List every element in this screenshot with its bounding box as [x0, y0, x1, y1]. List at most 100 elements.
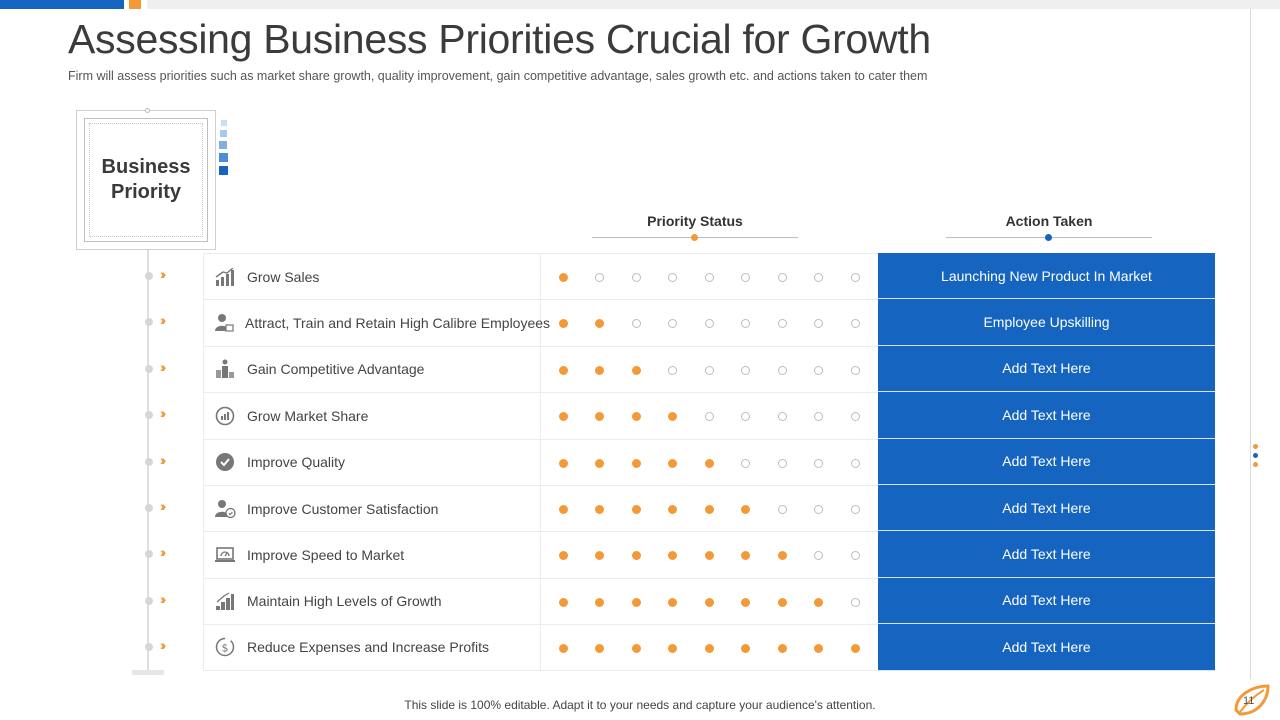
svg-text:$: $ [222, 642, 229, 655]
status-dot-filled [558, 504, 568, 514]
double-chevron-icon: ›› [160, 358, 167, 375]
status-dot-filled [595, 504, 604, 514]
status-dot-filled [631, 644, 641, 654]
status-dot-filled [777, 551, 787, 561]
priority-status-cell [541, 438, 879, 485]
status-dot-empty [850, 597, 860, 607]
business-priority-panel: Business Priority [76, 108, 216, 250]
action-text: Add Text Here [1002, 499, 1091, 516]
status-dot-empty [741, 458, 750, 468]
status-dot-empty [668, 319, 677, 329]
action-cell[interactable]: Add Text Here [878, 345, 1215, 393]
status-dot-filled [777, 597, 787, 607]
status-dot-empty [741, 365, 750, 375]
laptop-speed-icon [214, 544, 236, 566]
page-number-badge: 11 [1228, 680, 1272, 718]
action-cell[interactable]: Employee Upskilling [878, 299, 1215, 346]
status-dot-filled [558, 458, 568, 468]
priority-status-marker [691, 234, 698, 241]
status-dot-empty [814, 365, 823, 375]
status-dot-filled [595, 412, 604, 422]
priority-status-cell [541, 392, 879, 439]
double-chevron-icon: ›› [160, 405, 167, 422]
priority-cell: Improve Customer Satisfaction [203, 484, 541, 532]
right-divider [1250, 9, 1251, 679]
table-row: ›› $ Reduce Expenses and Increase Profits A… [145, 624, 1218, 671]
status-dot-empty [704, 273, 714, 282]
action-cell[interactable]: Add Text Here [878, 624, 1215, 671]
status-dot-empty [631, 273, 641, 282]
status-dot-empty [777, 504, 787, 514]
status-dot-filled [595, 551, 604, 561]
status-dot-empty [777, 319, 787, 329]
double-chevron-icon: ›› [160, 451, 167, 468]
status-dot-empty [814, 551, 823, 561]
quality-badge-icon [214, 451, 236, 473]
priority-label: Grow Sales [247, 268, 320, 285]
status-dot-empty [777, 412, 787, 422]
action-taken-header: Action Taken [1005, 213, 1093, 229]
priority-label: Attract, Train and Retain High Calibre E… [245, 315, 551, 332]
double-chevron-icon: ›› [160, 497, 167, 514]
status-dot-filled [741, 504, 750, 514]
market-share-icon [214, 405, 236, 427]
status-dot-filled [595, 644, 604, 654]
top-accent-bar [0, 0, 1280, 9]
timeline-node [145, 364, 153, 373]
status-dot-filled [631, 597, 641, 607]
table-row: ›› Maintain High Levels of Growth Add Text… [145, 577, 1218, 625]
status-dot-empty [777, 273, 787, 282]
double-chevron-icon: ›› [160, 544, 167, 561]
timeline-node [145, 411, 153, 420]
panel-inner: Business Priority [89, 123, 203, 237]
status-dot-empty [741, 273, 750, 282]
action-cell[interactable]: Add Text Here [878, 438, 1215, 485]
action-cell[interactable]: Add Text Here [878, 392, 1215, 439]
priority-cell: Grow Market Share [203, 392, 541, 439]
action-cell[interactable]: Add Text Here [878, 484, 1215, 532]
priority-label: Improve Customer Satisfaction [247, 500, 439, 517]
priority-cell: Improve Speed to Market [203, 531, 541, 578]
status-dot-filled [777, 644, 787, 654]
action-cell[interactable]: Launching New Product In Market [878, 253, 1215, 300]
timeline-node [145, 643, 153, 652]
status-dot-filled [668, 597, 677, 607]
top-bar-orange-segment [129, 0, 141, 9]
status-dot-empty [814, 319, 823, 329]
status-dot-filled [668, 551, 677, 561]
dollar-cycle-icon: $ [214, 636, 236, 658]
priority-status-cell [541, 299, 879, 346]
timeline-base [132, 670, 164, 675]
action-taken-marker [1045, 234, 1052, 241]
status-dot-filled [595, 458, 604, 468]
business-priority-label: Business Priority [101, 156, 191, 203]
status-dot-empty [704, 319, 714, 329]
priority-cell: Gain Competitive Advantage [203, 345, 541, 393]
status-dot-filled [595, 597, 604, 607]
side-decoration-dots [1253, 444, 1259, 470]
double-chevron-icon: ›› [160, 312, 167, 329]
priority-status-cell [541, 577, 879, 625]
action-text: Add Text Here [1002, 592, 1091, 609]
action-cell[interactable]: Add Text Here [878, 577, 1215, 625]
status-dot-filled [704, 458, 714, 468]
priority-status-cell [541, 531, 879, 578]
podium-icon [214, 358, 236, 380]
status-dot-filled [631, 551, 641, 561]
priority-status-cell [541, 253, 879, 300]
status-dot-empty [814, 458, 823, 468]
double-chevron-icon: ›› [160, 266, 167, 282]
priority-table: ›› Grow Sales Launching New Product In Mar… [145, 253, 1218, 671]
status-dot-empty [741, 319, 750, 329]
status-dot-filled [558, 365, 568, 375]
status-dot-empty [704, 412, 714, 422]
status-dot-filled [668, 644, 677, 654]
priority-label: Gain Competitive Advantage [247, 361, 425, 378]
status-dot-empty [704, 365, 714, 375]
action-text: Add Text Here [1002, 638, 1091, 655]
status-dot-empty [850, 504, 860, 514]
action-cell[interactable]: Add Text Here [878, 531, 1215, 578]
action-text: Add Text Here [1002, 453, 1091, 470]
status-dot-filled [631, 365, 641, 375]
decorative-squares [219, 120, 229, 179]
